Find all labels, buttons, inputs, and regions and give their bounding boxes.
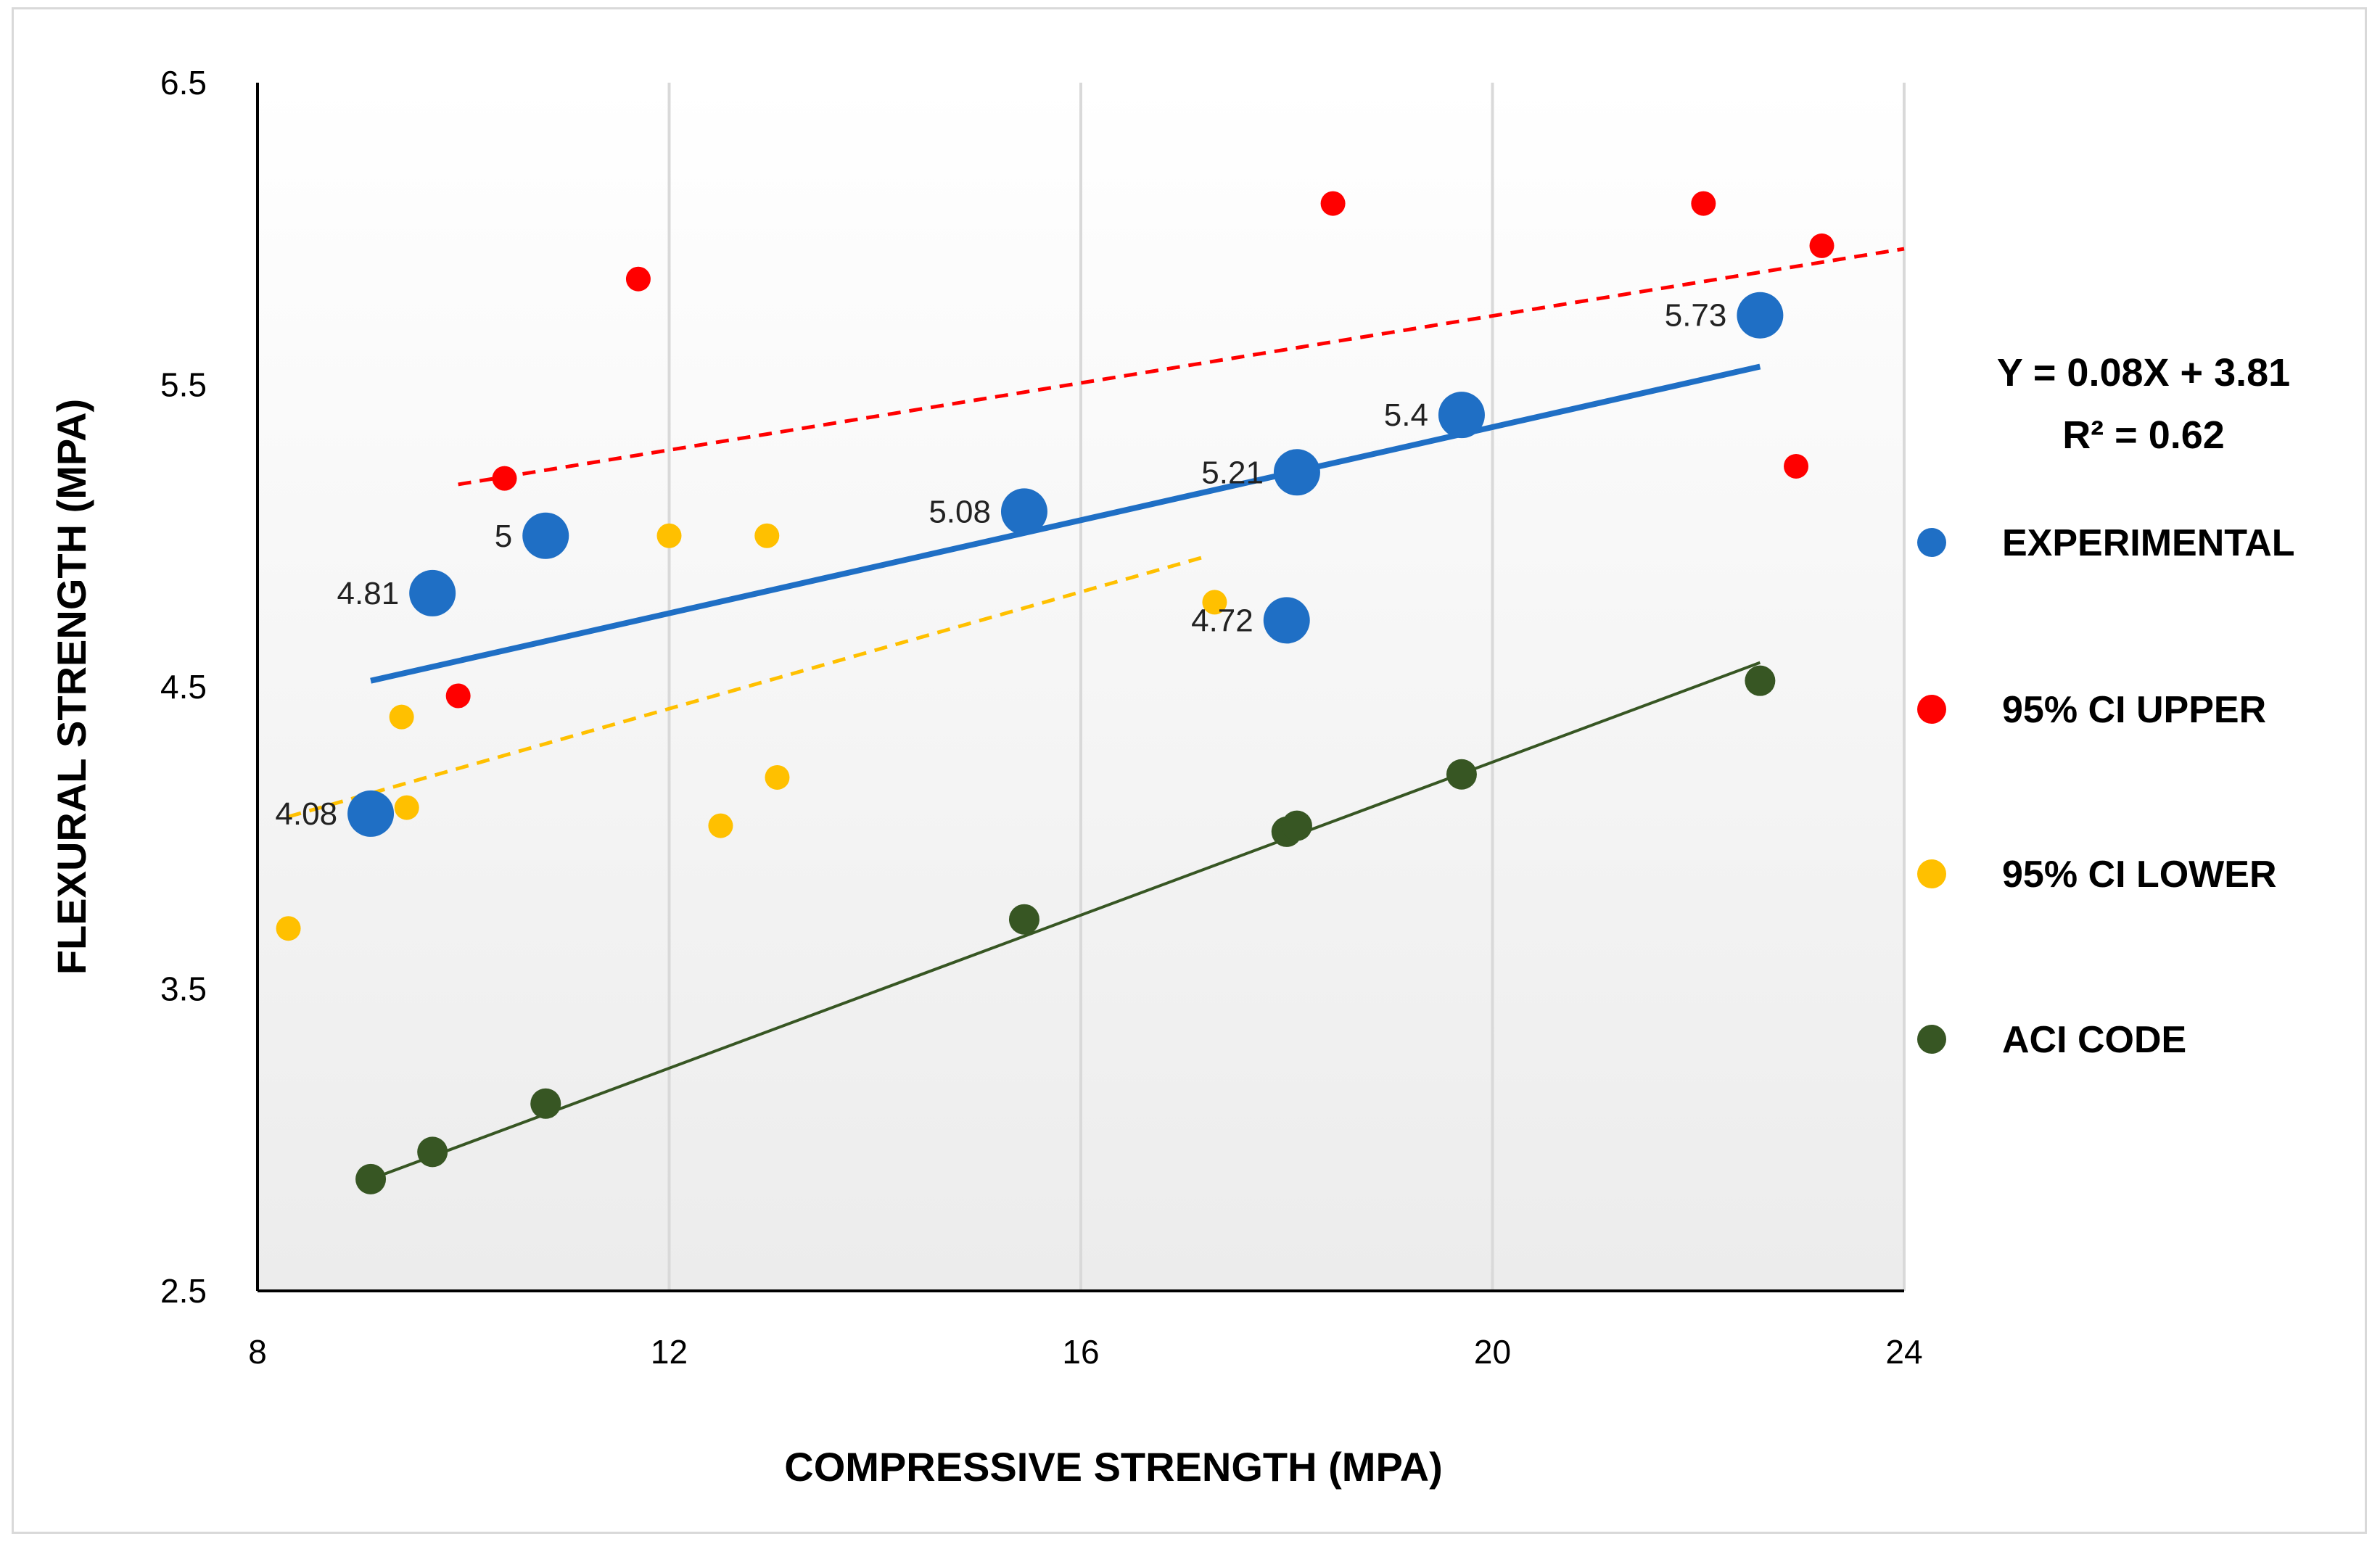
legend-marker-experimental: [1917, 528, 1946, 557]
point-95-ci-upper-1: [445, 683, 471, 709]
point-aci-code-6: [1281, 810, 1312, 841]
trendline-aci-code: [370, 661, 1761, 1181]
regression-equation: Y = 0.08X + 3.81: [1997, 351, 2290, 395]
point-95-ci-lower-1: [276, 916, 301, 941]
point-95-ci-lower-2: [389, 704, 414, 730]
point-95-ci-upper-4: [1320, 191, 1346, 216]
x-tick-label-16: 16: [1062, 1333, 1099, 1371]
x-tick-label-20: 20: [1474, 1333, 1511, 1371]
legend-marker-ci-lower: [1917, 859, 1946, 888]
data-label-experimental-5: 4.72: [1191, 603, 1253, 638]
x-tick-labels: 8 12 16 20 24: [248, 1333, 1922, 1371]
point-experimental-3: [522, 512, 569, 559]
point-experimental-6: [1273, 449, 1320, 496]
y-tick-label-2-5: 2.5: [160, 1272, 207, 1310]
y-axis-title: FLEXURAL STRENGTH (MPA): [49, 399, 94, 975]
point-95-ci-upper-3: [625, 266, 651, 292]
point-aci-code-8: [1745, 665, 1776, 696]
point-95-ci-lower-5: [708, 813, 733, 838]
trendline-95-ci-lower: [287, 555, 1205, 819]
point-aci-code-4: [1008, 904, 1039, 935]
point-aci-code-2: [417, 1136, 448, 1168]
point-experimental-7: [1438, 392, 1485, 439]
point-aci-code-1: [355, 1163, 387, 1194]
legend-label-experimental: EXPERIMENTAL: [2002, 522, 2295, 564]
data-label-experimental-1: 4.08: [275, 796, 337, 832]
x-tick-label-12: 12: [651, 1333, 688, 1371]
point-95-ci-lower-8: [1202, 590, 1227, 615]
data-label-experimental-6: 5.21: [1201, 455, 1264, 490]
axes: [256, 83, 1904, 1292]
legend-marker-ci-upper: [1917, 695, 1946, 724]
data-label-experimental-4: 5.08: [928, 494, 991, 529]
point-95-ci-upper-5: [1691, 191, 1716, 216]
legend: EXPERIMENTAL 95% CI UPPER 95% CI LOWER A…: [1917, 522, 2295, 1061]
x-tick-label-24: 24: [1885, 1333, 1922, 1371]
trendlines: [287, 247, 1905, 1181]
y-tick-label-3-5: 3.5: [160, 970, 207, 1008]
data-label-experimental-2: 4.81: [337, 576, 400, 611]
data-points: [276, 191, 1835, 1194]
legend-label-aci-code: ACI CODE: [2002, 1019, 2186, 1061]
trendline-95-ci-upper: [458, 247, 1905, 487]
point-aci-code-7: [1446, 759, 1477, 790]
point-95-ci-lower-6: [754, 523, 780, 548]
data-label-experimental-8: 5.73: [1665, 298, 1727, 334]
y-tick-label-5-5: 5.5: [160, 366, 207, 404]
data-label-experimental-3: 5: [495, 519, 512, 554]
point-experimental-8: [1737, 292, 1784, 339]
point-95-ci-lower-3: [394, 795, 419, 820]
point-95-ci-upper-2: [492, 466, 517, 491]
gridlines: [667, 83, 1906, 1291]
trendline-experimental: [370, 363, 1761, 684]
point-95-ci-lower-4: [656, 523, 682, 548]
point-experimental-5: [1263, 597, 1310, 644]
data-label-experimental-7: 5.4: [1384, 397, 1428, 433]
y-tick-label-4-5: 4.5: [160, 668, 207, 706]
legend-label-ci-lower: 95% CI LOWER: [2002, 854, 2277, 896]
point-95-ci-upper-7: [1809, 233, 1835, 258]
point-aci-code-3: [530, 1088, 561, 1119]
point-experimental-1: [347, 790, 395, 837]
legend-label-ci-upper: 95% CI UPPER: [2002, 689, 2266, 731]
x-axis-title: COMPRESSIVE STRENGTH (MPA): [784, 1444, 1442, 1490]
point-experimental-4: [1000, 488, 1047, 535]
y-tick-label-6-5: 6.5: [160, 64, 207, 102]
r-squared: R² = 0.62: [2062, 413, 2225, 457]
y-tick-labels: 2.5 3.5 4.5 5.5 6.5: [160, 64, 207, 1310]
data-labels: 4.08 4.81 5 5.08 4.72 5.21 5.4 5.73: [275, 298, 1726, 832]
x-tick-label-8: 8: [248, 1333, 267, 1371]
legend-marker-aci-code: [1917, 1025, 1946, 1054]
point-95-ci-upper-6: [1784, 453, 1809, 479]
point-experimental-2: [409, 569, 456, 616]
point-95-ci-lower-7: [765, 764, 790, 790]
